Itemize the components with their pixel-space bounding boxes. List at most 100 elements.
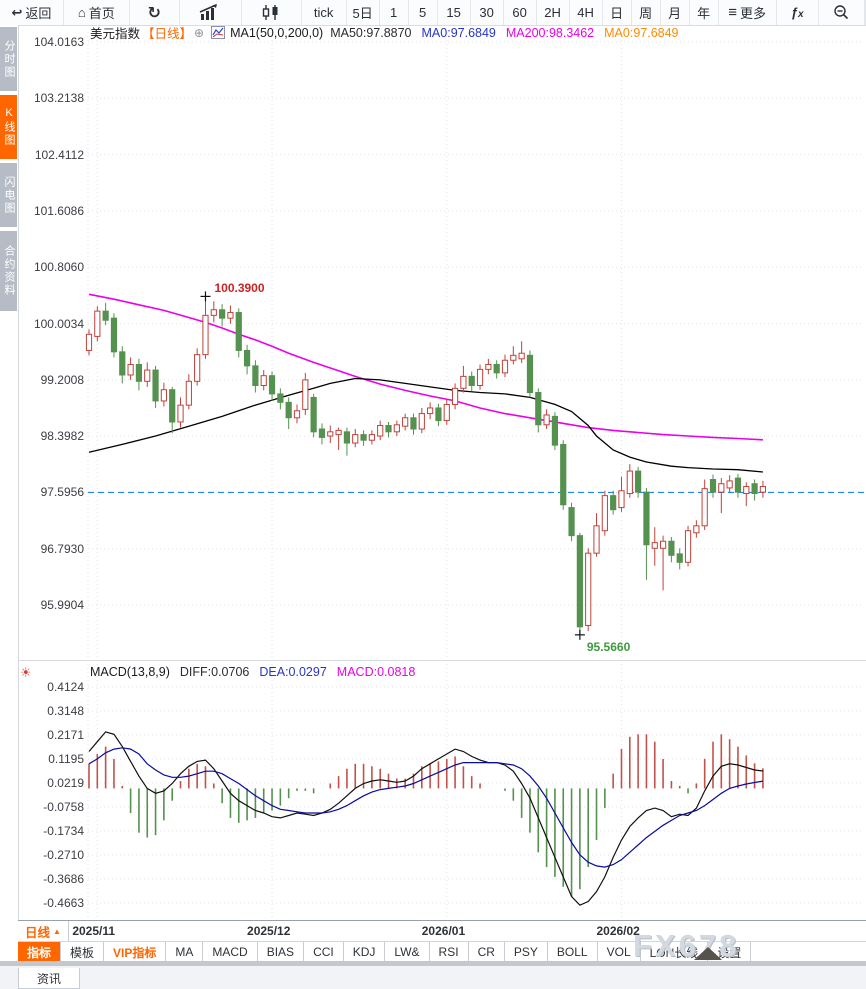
indicator-tab-LW&[interactable]: LW& — [385, 942, 430, 962]
hamburger-icon: ≡ — [728, 4, 737, 21]
month-label: 2026/01 — [421, 924, 466, 938]
back-button[interactable]: ↩ 返回 — [0, 0, 64, 25]
fx-indicator-button[interactable]: ƒx — [777, 0, 819, 25]
toolbar-period-60[interactable]: 60 — [504, 0, 537, 25]
indicator-readout: DIFF:0.0706 — [179, 665, 250, 679]
indicator-readout: DEA:0.0297 — [259, 665, 327, 679]
divider-strip — [0, 961, 866, 966]
more-button[interactable]: ≡ 更多 — [719, 0, 777, 25]
price-axis-label: 102.4112 — [34, 147, 84, 162]
add-overlay-icon[interactable]: ⊕ — [194, 25, 205, 40]
indicator-tab-RSI[interactable]: RSI — [430, 942, 469, 962]
high-price-annotation: 100.3900 — [214, 281, 265, 296]
macd-axis-label: -0.0758 — [43, 800, 84, 814]
indicator-readout: MA0:97.6849 — [421, 25, 496, 40]
zoom-out-button[interactable] — [819, 0, 865, 25]
macd-axis-label: -0.4663 — [43, 896, 84, 910]
indicator-tab-MA[interactable]: MA — [166, 942, 204, 962]
ma-settings-label: MA1(50,0,200,0) — [230, 25, 324, 40]
top-toolbar: ↩ 返回 ⌂ 首页 ↻ tick 5日 — [0, 0, 866, 26]
watermark: FX678 — [633, 928, 740, 963]
toolbar-period-5日[interactable]: 5日 — [347, 0, 380, 25]
indicator-tab-指标[interactable]: 指标 — [18, 942, 62, 962]
indicator-tab-CR[interactable]: CR — [469, 942, 505, 962]
low-price-annotation: 95.5660 — [586, 639, 631, 654]
toolbar-period-tick[interactable]: tick — [302, 0, 347, 25]
macd-axis-label: 0.4124 — [47, 680, 84, 694]
month-label: 2026/02 — [596, 924, 640, 938]
macd-title: MACD(13,8,9) — [90, 665, 170, 679]
indicator-tab-模板[interactable]: 模板 — [61, 942, 105, 962]
indicator-tab-BOLL[interactable]: BOLL — [548, 942, 598, 962]
indicator-readout: MA50:97.8870 — [330, 25, 412, 40]
toolbar-period-30[interactable]: 30 — [471, 0, 504, 25]
indicator-tab-PSY[interactable]: PSY — [505, 942, 548, 962]
sidebar-item-2[interactable]: K线图 — [0, 95, 17, 159]
line-chart-mode-button[interactable] — [180, 0, 242, 25]
macd-settings-icon[interactable]: ☀ — [20, 665, 32, 680]
indicator-tab-VOL[interactable]: VOL — [598, 942, 641, 962]
macd-axis-label: -0.2710 — [43, 848, 84, 862]
macd-axis-label: 0.3148 — [47, 704, 84, 718]
price-axis-label: 101.6086 — [33, 203, 84, 218]
ma-values: MA50:97.8870 MA0:97.6849 MA200:98.3462 MA0:… — [330, 26, 678, 40]
indicator-tab-CCI[interactable]: CCI — [304, 942, 344, 962]
candlestick-icon — [262, 5, 278, 20]
price-pane-header: 美元指数 【日线】 ⊕ MA1(50,0,200,0) MA50:97.8870… — [90, 23, 679, 42]
indicator-tab-设置[interactable]: 设置 — [708, 942, 752, 962]
indicator-tabbar: 指标 模板 VIP指标 MA MACD BIAS CCI KDJ LW& RSI CR PSY BOLL… — [18, 941, 866, 962]
refresh-button[interactable]: ↻ — [130, 0, 180, 25]
indicator-tab-VIP指标[interactable]: VIP指标 — [104, 942, 167, 962]
price-axis-label: 98.3982 — [40, 429, 84, 444]
home-icon: ⌂ — [77, 5, 86, 20]
toolbar-period-周[interactable]: 周 — [632, 0, 661, 25]
price-axis-label: 100.0034 — [33, 316, 84, 331]
macd-axis-label: -0.1734 — [43, 824, 84, 838]
toolbar-period-15[interactable]: 15 — [438, 0, 471, 25]
symbol-title: 美元指数 — [90, 27, 141, 41]
refresh-icon: ↻ — [147, 4, 161, 22]
price-axis-label: 103.2138 — [33, 91, 84, 106]
back-icon: ↩ — [11, 4, 23, 20]
indicator-readout: MA0:97.6849 — [604, 25, 679, 40]
price-axis-label: 95.9904 — [40, 598, 84, 612]
month-label: 2025/11 — [72, 924, 116, 938]
watermark-triangle-icon — [694, 947, 722, 960]
toolbar-period-5[interactable]: 5 — [409, 0, 438, 25]
toolbar-period-2H[interactable]: 2H — [537, 0, 570, 25]
sidebar-item-4[interactable]: 合约资料 — [0, 231, 17, 311]
macd-axis-label: 0.1195 — [48, 752, 84, 766]
mini-chart-icon — [211, 26, 226, 39]
indicator-tab-BIAS[interactable]: BIAS — [258, 942, 305, 962]
macd-pane-header: MACD(13,8,9) DIFF:0.0706 DEA:0.0297 MACD:0… — [90, 665, 415, 679]
indicator-readout: MACD:0.0818 — [336, 665, 416, 679]
macd-axis-label: 0.2171 — [47, 728, 84, 742]
toolbar-period-日[interactable]: 日 — [603, 0, 632, 25]
candlestick-mode-button[interactable] — [242, 0, 302, 25]
indicator-readout: MA200:98.3462 — [505, 25, 595, 40]
toolbar-period-1[interactable]: 1 — [380, 0, 409, 25]
period-selector[interactable]: 日线 ▲ — [18, 921, 69, 941]
toolbar-period-月[interactable]: 月 — [661, 0, 690, 25]
zoom-out-icon — [834, 5, 848, 20]
news-tab[interactable]: 资讯 — [18, 968, 80, 989]
indicator-tab-MACD[interactable]: MACD — [203, 942, 258, 962]
home-button[interactable]: ⌂ 首页 — [64, 0, 130, 25]
period-tag: 【日线】 — [142, 27, 193, 41]
sidebar-item-1[interactable]: 分时图 — [0, 27, 17, 91]
toolbar-period-年[interactable]: 年 — [690, 0, 719, 25]
price-axis-label: 100.8060 — [33, 260, 84, 275]
period-buttons-group: tick 5日 1 5 15 30 60 2H 4H 日周月年 — [302, 0, 719, 25]
triangle-up-icon: ▲ — [53, 926, 61, 936]
price-axis-label: 96.7930 — [40, 541, 84, 556]
sidebar-item-3[interactable]: 闪电图 — [0, 163, 17, 227]
price-axis-label: 99.2008 — [40, 372, 84, 387]
toolbar-period-4H[interactable]: 4H — [570, 0, 603, 25]
macd-axis-label: 0.0219 — [47, 776, 84, 790]
indicator-tab-KDJ[interactable]: KDJ — [344, 942, 386, 962]
chart-type-sidebar: 分时图 K线图闪电图合约资料 — [0, 25, 19, 940]
macd-values: DIFF:0.0706 DEA:0.0297 MACD:0.0818 — [180, 665, 415, 679]
status-bar: 资讯 — [0, 966, 866, 989]
